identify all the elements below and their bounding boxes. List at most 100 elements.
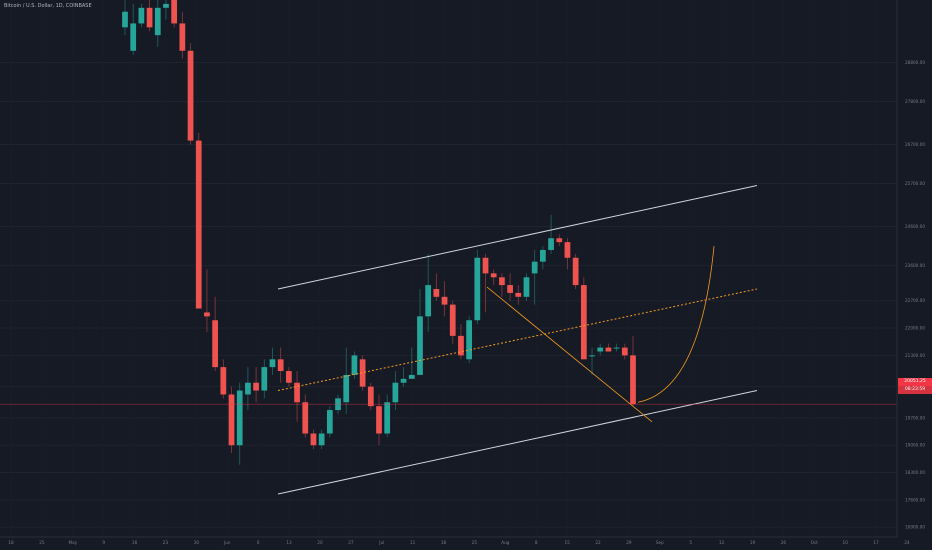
y-tick-label: 18300.00: [905, 470, 925, 475]
candle-body: [630, 355, 636, 405]
candle-body: [376, 406, 382, 434]
candle-body: [441, 296, 448, 305]
last-price-label: 20051.25: [898, 378, 932, 386]
y-tick-label: 16900.00: [905, 525, 925, 530]
x-tick-label: 23: [163, 540, 169, 545]
candle-body: [122, 11, 128, 28]
candle-body: [253, 382, 259, 391]
x-tick-label: 5: [689, 540, 692, 545]
x-tick-label: 18: [441, 540, 447, 545]
candle-body: [171, 0, 178, 24]
candle-body: [417, 316, 423, 375]
x-tick-label: 13: [286, 540, 292, 545]
candle-body: [408, 374, 415, 379]
x-tick-label: 20: [317, 540, 323, 545]
y-tick-label: 24600.00: [905, 224, 925, 229]
x-tick-label: 27: [348, 540, 354, 545]
candle-body: [286, 371, 292, 383]
x-tick-label: 16: [132, 540, 138, 545]
candle-body: [302, 402, 309, 434]
candle-body: [204, 312, 210, 317]
candle-body: [580, 285, 587, 360]
x-tick-label: 25: [472, 540, 478, 545]
candle-body: [490, 273, 497, 278]
candle-body: [187, 50, 194, 141]
candle-body: [605, 347, 612, 352]
candle-body: [367, 386, 374, 407]
x-tick-label: 17: [873, 540, 879, 545]
x-tick-label: 25: [39, 540, 45, 545]
channel-mid-line: [277, 288, 758, 392]
candle-body: [458, 335, 464, 356]
y-tick-label: 19700.00: [905, 415, 925, 420]
x-tick-label: May: [68, 540, 77, 545]
candle-body: [236, 390, 243, 446]
candle-body: [146, 7, 153, 28]
candle-body: [572, 257, 579, 286]
x-tick-label: 8: [535, 540, 538, 545]
drawings[interactable]: [277, 185, 758, 495]
x-tick-label: Oct: [811, 540, 819, 545]
y-tick-label: 21300.00: [905, 353, 925, 358]
trend-line: [486, 286, 653, 423]
candle-body: [318, 433, 325, 446]
candle-body: [343, 374, 350, 403]
countdown-label: 08:23:59: [898, 386, 932, 394]
y-tick-label: 22000.00: [905, 326, 925, 331]
x-tick-label: 29: [626, 540, 632, 545]
projection-curve: [637, 246, 715, 403]
candle-body: [499, 277, 505, 286]
candle-body: [400, 378, 407, 383]
candle-body: [310, 433, 317, 446]
x-tick-label: 19: [750, 540, 756, 545]
candle-body: [163, 3, 169, 8]
candle-body: [384, 402, 391, 434]
candle-body: [466, 320, 472, 360]
candle-body: [474, 257, 481, 321]
grid: [0, 61, 897, 528]
candle-body: [179, 23, 186, 51]
x-tick-label: 24: [904, 540, 910, 545]
candle-body: [220, 367, 227, 395]
candle-body: [556, 238, 563, 243]
y-tick-label: 22700.00: [905, 298, 925, 303]
x-tick-label: 10: [843, 540, 849, 545]
candle-body: [433, 289, 440, 297]
candle-body: [564, 242, 571, 258]
candle-body: [245, 382, 251, 395]
time-axis[interactable]: 18 25 May 9 16 23 30 Jun 6 13 20 27 Jul 11 18 25 Aug 8 15 2…: [0, 536, 910, 545]
y-tick-label: 23600.00: [905, 263, 925, 268]
y-tick-label: 25700.00: [905, 181, 925, 186]
x-tick-label: Jul: [378, 540, 384, 545]
symbol-title: Bitcoin / U.S. Dollar, 1D, COINBASE: [4, 3, 92, 9]
x-tick-label: 9: [102, 540, 105, 545]
x-tick-label: Sep: [656, 540, 664, 545]
candle-body: [482, 257, 489, 274]
candle-body: [277, 359, 284, 372]
candle-body: [154, 7, 161, 36]
candle-body: [449, 304, 456, 336]
candle-body: [392, 382, 399, 403]
y-tick-label: 17600.00: [905, 497, 925, 502]
x-tick-label: 18: [8, 540, 14, 545]
channel-lower-line: [277, 390, 758, 495]
candle-body: [326, 410, 333, 434]
candle-body: [507, 285, 513, 293]
x-tick-label: 22: [595, 540, 601, 545]
candle-body: [531, 261, 538, 274]
candle-body: [589, 355, 595, 357]
x-tick-label: 12: [719, 540, 725, 545]
y-tick-label: 28800.00: [905, 60, 925, 65]
candle-body: [261, 367, 268, 391]
y-tick-label: 27800.00: [905, 99, 925, 104]
candle-body: [621, 347, 628, 356]
x-tick-label: Jun: [223, 540, 231, 545]
y-tick-label: 26700.00: [905, 142, 925, 147]
candle-body: [540, 249, 546, 262]
candle-body: [548, 238, 554, 250]
candle-body: [523, 277, 530, 297]
candle-body: [294, 382, 300, 403]
candle-body: [613, 347, 620, 349]
